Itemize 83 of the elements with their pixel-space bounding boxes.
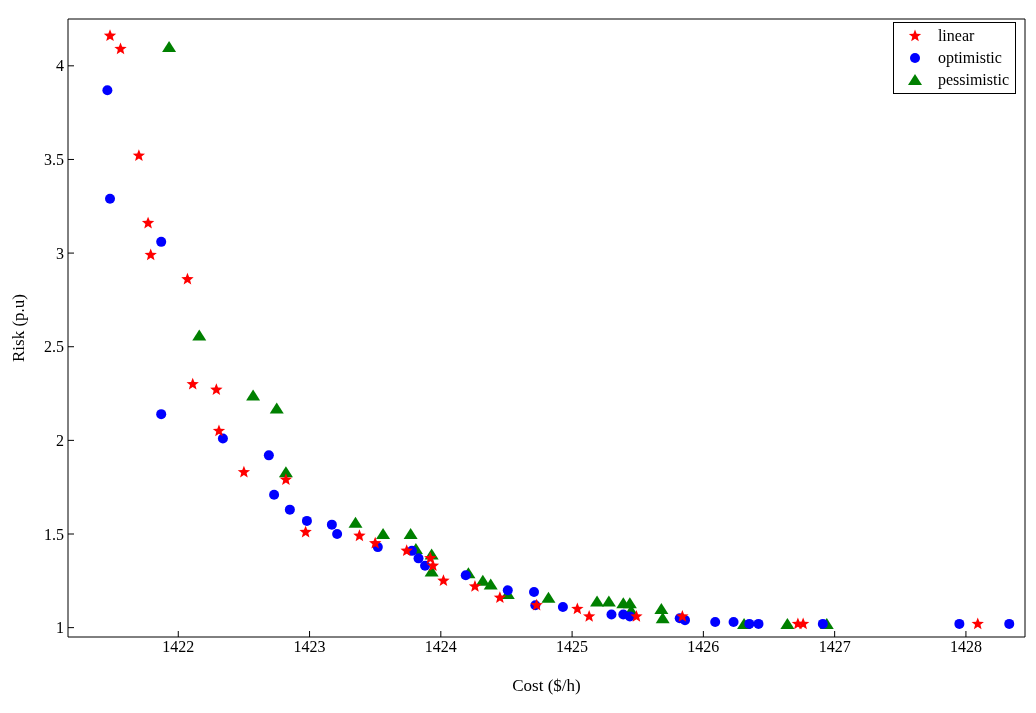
point <box>181 272 194 285</box>
point <box>437 574 450 587</box>
point <box>654 602 669 614</box>
point <box>400 544 413 557</box>
x-tick-label: 1424 <box>424 638 457 656</box>
y-tick-label: 4 <box>56 57 64 75</box>
legend-label: optimistic <box>937 49 1002 67</box>
point <box>269 402 284 414</box>
x-tick-label: 1426 <box>687 638 720 656</box>
legend-label: pessimistic <box>937 71 1009 89</box>
point <box>348 516 363 528</box>
point <box>353 529 366 542</box>
y-axis-title: Risk (p.u) <box>9 294 29 362</box>
point <box>132 149 146 161</box>
point <box>332 529 343 539</box>
point <box>557 602 568 613</box>
point <box>403 528 418 539</box>
point <box>468 579 482 592</box>
point <box>263 450 274 461</box>
point <box>279 473 293 485</box>
point <box>102 85 113 96</box>
point <box>817 618 828 629</box>
point <box>483 578 498 590</box>
point <box>156 409 167 420</box>
point <box>246 389 261 401</box>
point <box>237 465 251 478</box>
x-tick-label: 1423 <box>293 638 326 656</box>
x-tick-label: 1428 <box>949 638 982 656</box>
point <box>141 216 155 229</box>
point <box>676 609 689 622</box>
point <box>630 609 643 622</box>
point <box>493 591 507 603</box>
point <box>655 612 670 624</box>
y-tick-label: 2.5 <box>44 338 64 356</box>
y-tick-label: 2 <box>56 432 64 450</box>
point <box>212 424 226 437</box>
point <box>376 528 391 539</box>
x-tick-label: 1427 <box>818 638 851 656</box>
point <box>299 525 312 538</box>
legend-label: linear <box>937 27 975 45</box>
point <box>192 329 207 341</box>
y-tick-label: 3.5 <box>44 151 64 169</box>
point <box>369 536 382 549</box>
point <box>105 193 116 204</box>
point <box>753 618 764 629</box>
point <box>590 595 605 607</box>
point <box>728 617 739 628</box>
point <box>710 617 721 628</box>
x-axis-title: Cost ($/h) <box>512 676 581 695</box>
point <box>606 609 617 620</box>
point <box>186 377 199 390</box>
point <box>460 570 471 581</box>
y-tick-label: 3 <box>56 244 64 262</box>
point <box>571 602 584 615</box>
point <box>971 617 984 630</box>
point <box>541 591 556 603</box>
point <box>601 595 616 607</box>
point <box>114 42 127 55</box>
y-tick-label: 1 <box>56 619 64 637</box>
point <box>1004 618 1015 629</box>
point <box>780 617 795 629</box>
x-tick-label: 1422 <box>162 638 195 656</box>
point <box>426 559 440 572</box>
point <box>954 618 965 629</box>
point <box>413 553 424 564</box>
point <box>582 609 596 622</box>
point <box>103 29 117 42</box>
point <box>529 587 540 598</box>
point <box>424 551 437 564</box>
point <box>420 560 431 571</box>
x-tick-label: 1425 <box>556 638 589 656</box>
point <box>326 519 337 530</box>
point <box>278 466 293 478</box>
point <box>744 618 755 629</box>
y-tick-label: 1.5 <box>44 525 64 543</box>
point <box>269 489 280 500</box>
point <box>301 515 312 526</box>
point <box>217 433 228 444</box>
point <box>156 236 167 247</box>
point <box>284 504 295 515</box>
point <box>162 41 177 53</box>
point <box>144 248 157 261</box>
point <box>210 383 223 396</box>
